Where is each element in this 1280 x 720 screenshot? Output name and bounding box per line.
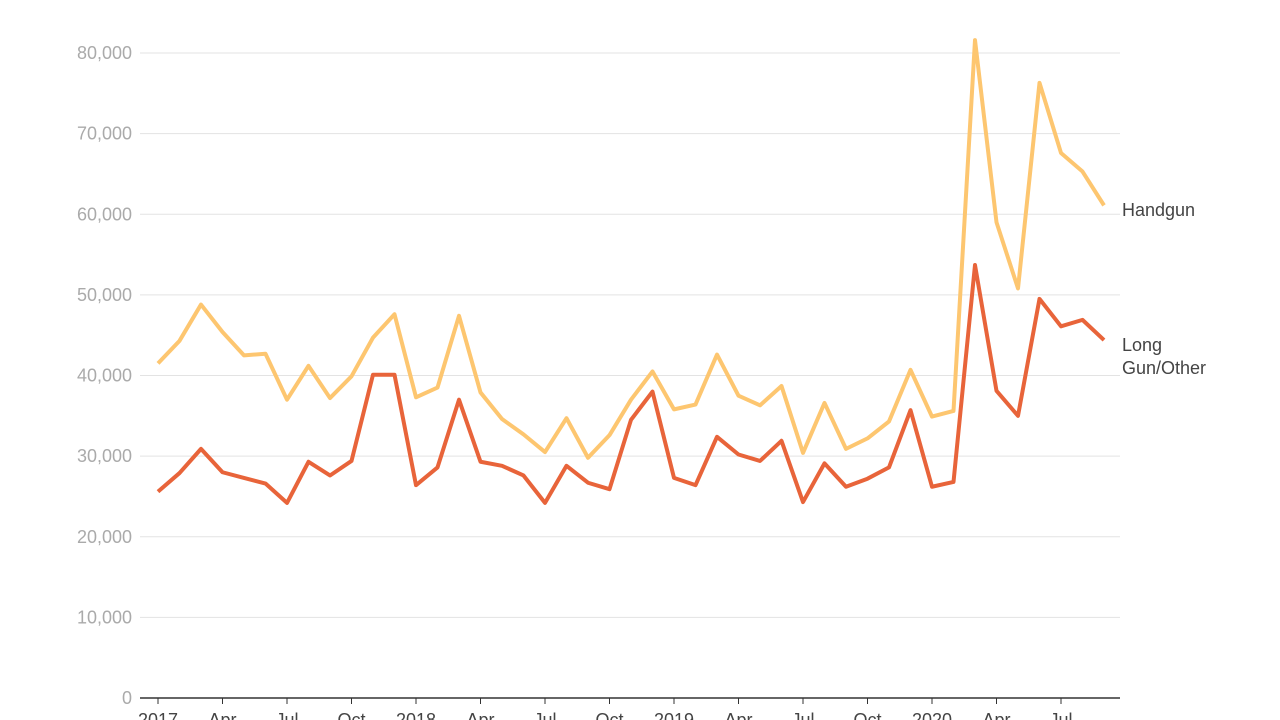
x-tick-label: 2019	[654, 710, 694, 720]
x-tick-label: Oct	[853, 710, 881, 720]
x-tick-label: Apr	[724, 710, 752, 720]
x-tick-label: 2018	[396, 710, 436, 720]
x-tick-label: Jul	[791, 710, 814, 720]
x-tick-label: Apr	[466, 710, 494, 720]
y-tick-label: 20,000	[77, 527, 132, 547]
x-tick-label: Jul	[1049, 710, 1072, 720]
x-tick-label: Oct	[337, 710, 365, 720]
series-label: Long Gun/Other	[1122, 335, 1207, 379]
y-tick-label: 80,000	[77, 43, 132, 63]
series-line	[156, 263, 1106, 505]
y-tick-label: 40,000	[77, 366, 132, 386]
series-label: Handgun	[1122, 200, 1196, 221]
y-tick-label: 0	[122, 688, 132, 708]
x-tick-label: Apr	[982, 710, 1010, 720]
x-tick-label: 2020	[912, 710, 952, 720]
x-tick-label: Jul	[275, 710, 298, 720]
y-tick-label: 30,000	[77, 446, 132, 466]
x-tick-label: 2017	[138, 710, 178, 720]
series-line	[156, 38, 1106, 460]
y-tick-label: 50,000	[77, 285, 132, 305]
y-tick-label: 10,000	[77, 607, 132, 627]
x-tick-label: Apr	[208, 710, 236, 720]
x-tick-label: Oct	[595, 710, 623, 720]
y-tick-label: 70,000	[77, 124, 132, 144]
y-tick-label: 60,000	[77, 204, 132, 224]
x-tick-label: Jul	[533, 710, 556, 720]
